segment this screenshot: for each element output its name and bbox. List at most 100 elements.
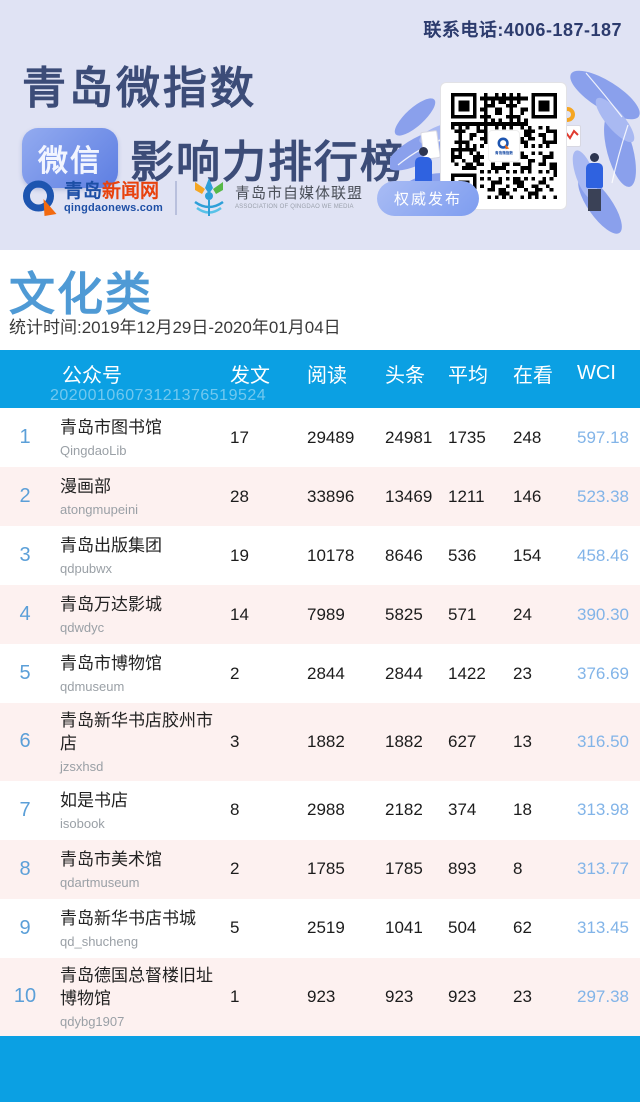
posts-value: 17 bbox=[230, 427, 249, 447]
watermark-number: 20200106073121376519524 bbox=[50, 387, 267, 404]
table-row: 8 青岛市美术馆 qdartmuseum 2 1785 1785 893 8 3… bbox=[0, 839, 640, 899]
col-header-posts: 发文 bbox=[230, 364, 270, 387]
average-value: 571 bbox=[448, 604, 477, 624]
inlook-value: 248 bbox=[513, 427, 542, 447]
col-header-average: 平均 bbox=[448, 364, 488, 387]
headline-value: 24981 bbox=[385, 427, 433, 447]
account-name: 青岛市美术馆 bbox=[60, 849, 162, 869]
main-title: 青岛微指数 微信 影响力排行榜 bbox=[22, 52, 406, 190]
qingdaonews-q-icon bbox=[23, 180, 57, 216]
contact-phone: 联系电话:4006-187-187 bbox=[423, 20, 622, 40]
reads-value: 7989 bbox=[307, 604, 345, 624]
news-logo-text-blue: 青岛 bbox=[64, 181, 103, 202]
news-logo-text-red: 新闻网 bbox=[102, 181, 160, 202]
col-header-account: 公众号 bbox=[62, 364, 122, 387]
table-row: 10 青岛德国总督楼旧址博物馆 qdybg1907 1 923 923 923 … bbox=[0, 957, 640, 1036]
table-row: 2 漫画部 atongmupeini 28 33896 13469 1211 1… bbox=[0, 467, 640, 526]
wci-value: 313.98 bbox=[577, 800, 629, 820]
account-id: qdpubwx bbox=[60, 560, 113, 576]
rank-number: 8 bbox=[19, 857, 31, 880]
table-row: 9 青岛新华书店书城 qd_shucheng 5 2519 1041 504 6… bbox=[0, 898, 640, 958]
posts-value: 8 bbox=[230, 800, 240, 820]
posts-value: 1 bbox=[230, 986, 240, 1006]
inlook-value: 23 bbox=[513, 663, 532, 683]
average-value: 1422 bbox=[448, 663, 486, 683]
account-cell: 青岛出版集团 qdpubwx bbox=[50, 535, 222, 576]
reads-value: 2844 bbox=[307, 663, 345, 683]
account-name: 如是书店 bbox=[60, 790, 128, 810]
reads-value: 29489 bbox=[307, 427, 355, 447]
qr-logo-q-icon bbox=[497, 137, 510, 149]
association-subtitle: ASSOCIATION OF QINGDAO WE MEDIA bbox=[234, 204, 354, 210]
rank-number: 5 bbox=[19, 662, 31, 684]
wci-value: 297.38 bbox=[577, 986, 629, 1006]
reads-value: 1882 bbox=[307, 731, 345, 751]
headline-value: 5825 bbox=[385, 604, 423, 624]
posts-value: 19 bbox=[230, 545, 249, 565]
account-id: qdmuseum bbox=[60, 678, 125, 694]
account-cell: 如是书店 isobook bbox=[50, 790, 222, 831]
table-row: 6 青岛新华书店胶州市店 jzsxhsd 3 1882 1882 627 13 … bbox=[0, 703, 640, 781]
reads-value: 923 bbox=[307, 986, 336, 1006]
account-name: 青岛出版集团 bbox=[60, 536, 162, 556]
account-name: 青岛新华书店胶州市店 bbox=[60, 711, 213, 753]
table-row: 4 青岛万达影城 qdwdyc 14 7989 5825 571 24 390.… bbox=[0, 585, 640, 644]
headline-value: 1785 bbox=[385, 859, 423, 879]
headline-value: 8646 bbox=[385, 545, 423, 565]
average-value: 923 bbox=[448, 986, 477, 1006]
wci-value: 523.38 bbox=[577, 486, 629, 506]
rank-number: 2 bbox=[19, 485, 31, 507]
category-title: 文化类 bbox=[9, 268, 153, 320]
table-row: 5 青岛市博物馆 qdmuseum 2 2844 2844 1422 23 37… bbox=[0, 644, 640, 703]
col-header-wci: WCI bbox=[577, 361, 616, 384]
rank-number: 6 bbox=[19, 730, 31, 753]
headline-value: 2844 bbox=[385, 663, 423, 683]
inlook-value: 62 bbox=[513, 918, 532, 938]
account-cell: 青岛新华书店胶州市店 jzsxhsd bbox=[50, 710, 222, 774]
reads-value: 2519 bbox=[307, 918, 345, 938]
wci-value: 313.77 bbox=[577, 859, 629, 879]
account-cell: 青岛新华书店书城 qd_shucheng bbox=[50, 908, 222, 949]
stats-period: 统计时间:2019年12月29日-2020年01月04日 bbox=[9, 318, 341, 337]
account-id: qdwdyc bbox=[60, 619, 105, 635]
account-id: isobook bbox=[60, 815, 105, 831]
hero-banner: 联系电话:4006-187-187 青岛微指数 微信 影响力排行榜 bbox=[0, 0, 640, 250]
table-row: 1 青岛市图书馆 QingdaoLib 17 29489 24981 1735 … bbox=[0, 408, 640, 467]
col-header-headline: 头条 bbox=[385, 364, 425, 387]
rank-number: 10 bbox=[13, 985, 37, 1008]
account-id: qd_shucheng bbox=[60, 933, 139, 949]
average-value: 893 bbox=[448, 859, 477, 879]
posts-value: 2 bbox=[230, 859, 240, 879]
wechat-badge: 微信 bbox=[22, 128, 118, 188]
association-name: 青岛市自媒体联盟 bbox=[234, 185, 363, 202]
account-name: 青岛市图书馆 bbox=[60, 418, 162, 438]
account-cell: 漫画部 atongmupeini bbox=[50, 476, 222, 517]
account-cell: 青岛市博物馆 qdmuseum bbox=[50, 653, 222, 694]
account-cell: 青岛万达影城 qdwdyc bbox=[50, 594, 222, 635]
wci-value: 316.50 bbox=[577, 731, 629, 751]
account-name: 青岛市博物馆 bbox=[60, 654, 162, 674]
average-value: 1735 bbox=[448, 427, 486, 447]
wci-value: 313.45 bbox=[577, 918, 629, 938]
rank-number: 4 bbox=[19, 603, 31, 625]
footer-bar bbox=[0, 1035, 640, 1102]
rank-number: 7 bbox=[19, 798, 31, 821]
account-id: jzsxhsd bbox=[60, 758, 104, 774]
headline-value: 1041 bbox=[385, 918, 423, 938]
category-section: 文化类 统计时间:2019年12月29日-2020年01月04日 bbox=[0, 250, 640, 350]
headline-value: 2182 bbox=[385, 800, 423, 820]
wci-value: 597.18 bbox=[577, 427, 629, 447]
posts-value: 2 bbox=[230, 663, 240, 683]
average-value: 374 bbox=[448, 800, 477, 820]
qr-center-logo: 青岛微指数 bbox=[487, 130, 520, 162]
col-header-inlook: 在看 bbox=[513, 364, 553, 387]
average-value: 536 bbox=[448, 545, 477, 565]
account-cell: 青岛市美术馆 qdartmuseum bbox=[50, 849, 222, 890]
account-id: qdybg1907 bbox=[60, 1013, 125, 1029]
account-name: 青岛新华书店书城 bbox=[60, 908, 196, 928]
news-logo-domain: qingdaonews.com bbox=[64, 202, 163, 214]
account-name: 青岛德国总督楼旧址博物馆 bbox=[60, 965, 213, 1008]
reads-value: 1785 bbox=[307, 859, 345, 879]
table-body: 1 青岛市图书馆 QingdaoLib 17 29489 24981 1735 … bbox=[0, 408, 640, 1036]
